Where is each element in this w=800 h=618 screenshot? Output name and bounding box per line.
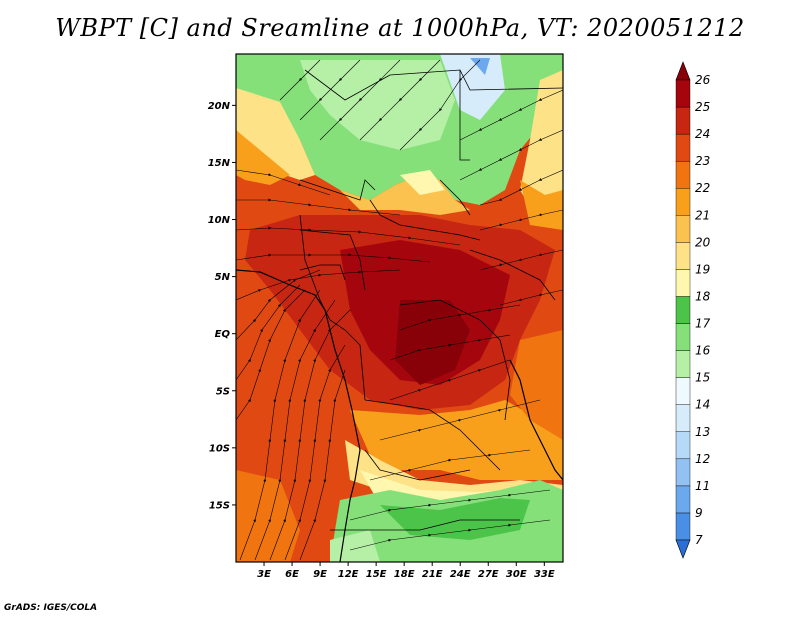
colorbar-label: 7 — [695, 533, 703, 547]
lat-label: 5N — [215, 272, 231, 283]
lon-label: 3E — [257, 569, 271, 580]
colorbar-label: 24 — [695, 127, 710, 141]
colorbar-label: 23 — [695, 154, 710, 168]
colorbar-swatch — [675, 106, 691, 135]
streamlines — [236, 59, 563, 561]
lon-label: 27E — [478, 569, 499, 580]
colorbar-swatch — [675, 512, 691, 541]
colorbar-label: 17 — [695, 317, 711, 331]
colorbar-label: 20 — [695, 235, 711, 249]
colorbar-label: 11 — [695, 479, 710, 493]
lon-label: 15E — [366, 569, 387, 580]
colorbar-label: 12 — [695, 452, 710, 466]
lat-label: 15N — [208, 158, 231, 169]
colorbar-swatch — [675, 188, 691, 216]
country-borders — [299, 69, 563, 531]
colorbar-label: 15 — [695, 371, 710, 385]
colorbar-swatch — [675, 323, 691, 351]
colorbar-max-triangle — [675, 61, 691, 81]
lon-label: 24E — [450, 569, 471, 580]
colorbar-swatch — [675, 133, 691, 162]
colorbar-swatch — [675, 160, 691, 189]
lat-label: 20N — [208, 101, 231, 112]
colorbar-label: 22 — [695, 181, 710, 195]
colorbar-label: 18 — [695, 289, 711, 303]
colorbar-swatch — [675, 485, 691, 514]
longitude-axis: 3E 6E 9E 12E 15E 18E 21E 24E 27E 30E 33E — [257, 562, 555, 580]
lon-label: 21E — [422, 569, 443, 580]
colorbar-label: 26 — [695, 73, 711, 87]
colorbar-swatch — [675, 377, 691, 405]
colorbar-swatch — [675, 215, 691, 243]
footer-credit: GrADS: IGES/COLA — [4, 603, 98, 613]
colorbar-swatch — [675, 458, 691, 487]
lon-label: 33E — [534, 569, 555, 580]
lat-label: 10S — [209, 443, 230, 454]
colorbar-swatch — [675, 350, 691, 378]
latitude-axis: 20N 15N 10N 5N EQ 5S 10S 15S — [208, 101, 236, 511]
colorbar-label: 16 — [695, 344, 711, 358]
colorbar-swatch — [675, 404, 691, 432]
colorbar-swatch — [675, 296, 691, 324]
lat-label: EQ — [215, 329, 231, 340]
lon-label: 6E — [285, 569, 299, 580]
colorbar-label: 9 — [695, 506, 703, 520]
lon-label: 30E — [506, 569, 527, 580]
colorbar-swatch — [675, 79, 691, 108]
lat-label: 15S — [209, 500, 230, 511]
lon-label: 9E — [313, 569, 327, 580]
colorbar-label: 21 — [695, 208, 710, 222]
colorbar: 7 9 11 12 13 14 15 16 17 18 19 20 21 22 23 24 25 26 — [675, 61, 711, 559]
colorbar-min-triangle — [675, 539, 691, 559]
lat-label: 5S — [216, 386, 230, 397]
temperature-field — [236, 54, 563, 562]
colorbar-swatch — [675, 269, 691, 297]
colorbar-label: 25 — [695, 100, 710, 114]
lon-label: 12E — [338, 569, 359, 580]
colorbar-label: 19 — [695, 262, 710, 276]
lat-label: 10N — [208, 215, 231, 226]
colorbar-swatch — [675, 431, 691, 460]
colorbar-label: 14 — [695, 398, 710, 412]
plot-frame — [235, 53, 564, 563]
lon-label: 18E — [394, 569, 415, 580]
colorbar-swatch — [675, 242, 691, 270]
map-title: WBPT [C] and Sreamline at 1000hPa, VT: 2… — [55, 14, 745, 42]
colorbar-label: 13 — [695, 425, 710, 439]
